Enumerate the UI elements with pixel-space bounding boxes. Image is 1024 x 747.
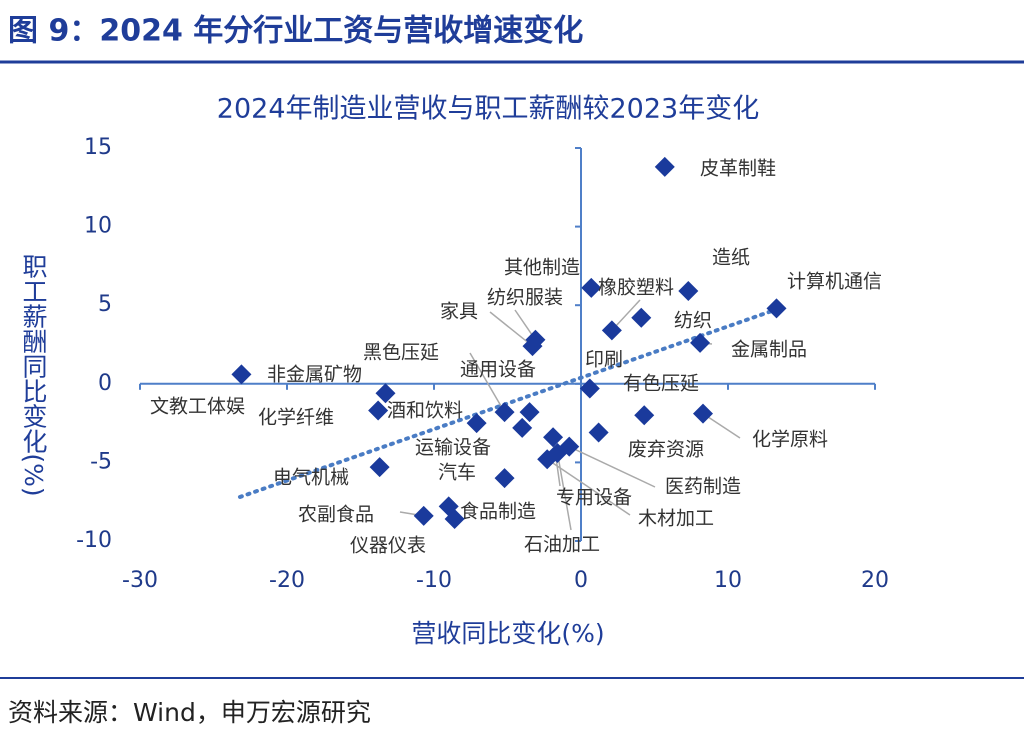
leader-line — [556, 452, 572, 531]
point-label: 汽车 — [438, 462, 476, 484]
point — [581, 277, 602, 298]
point — [375, 383, 396, 404]
point-label: 纺织 — [674, 310, 712, 332]
point-label: 印刷 — [585, 349, 623, 371]
leader-line — [489, 311, 533, 347]
point-label: 酒和饮料 — [387, 400, 463, 422]
y-tick-label: -5 — [90, 449, 112, 474]
point-label: 造纸 — [712, 247, 750, 269]
point-label: 化学纤维 — [258, 407, 334, 429]
point — [631, 307, 652, 328]
point — [766, 298, 787, 319]
leader-line — [568, 446, 656, 488]
y-axis-label: 职工薪酬同比变化(%) — [19, 253, 48, 496]
leader-line — [702, 413, 741, 439]
y-tick-label: 0 — [98, 371, 112, 396]
figure-header: 图 9：2024 年分行业工资与营收增速变化 — [8, 14, 583, 49]
y-tick-label: 15 — [84, 135, 112, 160]
point — [438, 496, 459, 517]
point-label: 其他制造 — [504, 257, 580, 279]
point-label: 木材加工 — [638, 508, 714, 530]
point — [368, 400, 389, 421]
point-label: 金属制品 — [731, 339, 807, 361]
point — [654, 156, 675, 177]
point — [634, 405, 655, 426]
point — [678, 281, 699, 302]
point — [494, 402, 515, 423]
point — [466, 413, 487, 434]
point — [413, 505, 434, 526]
point — [601, 320, 622, 341]
leader-line — [469, 352, 506, 413]
point — [369, 457, 390, 478]
point-label: 皮革制鞋 — [700, 158, 776, 180]
source-note: 资料来源：Wind，申万宏源研究 — [8, 698, 371, 727]
point-label: 废弃资源 — [628, 439, 704, 461]
point — [522, 336, 543, 357]
point-label: 电气机械 — [273, 467, 349, 489]
point-label: 通用设备 — [460, 359, 536, 381]
point-label: 石油加工 — [524, 534, 600, 556]
x-axis-label: 营收同比变化(%) — [411, 619, 604, 648]
point-label: 化学原料 — [752, 429, 828, 451]
point-label: 非金属矿物 — [267, 364, 362, 386]
point — [543, 427, 564, 448]
point-label: 纺织服装 — [487, 287, 563, 309]
y-tick-label: 10 — [84, 214, 112, 239]
x-tick-label: -10 — [416, 568, 452, 593]
chart-title: 2024年制造业营收与职工薪酬较2023年变化 — [217, 94, 759, 125]
point — [693, 403, 714, 424]
point — [588, 422, 609, 443]
point — [579, 378, 600, 399]
leader-line — [546, 458, 631, 516]
point — [231, 364, 252, 385]
point-label: 文教工体娱 — [150, 396, 245, 418]
point — [547, 442, 568, 463]
point — [512, 417, 533, 438]
x-tick-label: 0 — [574, 568, 588, 593]
point — [494, 468, 515, 489]
x-tick-label: -20 — [269, 568, 305, 593]
x-tick-label: 10 — [714, 568, 742, 593]
point-label: 黑色压延 — [363, 342, 439, 364]
point — [519, 402, 540, 423]
point-label: 运输设备 — [415, 437, 491, 459]
x-tick-label: 20 — [861, 568, 889, 593]
point-label: 医药制造 — [665, 476, 741, 498]
point-label: 农副食品 — [298, 504, 374, 526]
trend-line — [237, 307, 778, 499]
point-label: 家具 — [440, 301, 478, 323]
point-label: 计算机通信 — [787, 271, 882, 293]
point-label: 仪器仪表 — [350, 535, 426, 557]
point-label: 有色压延 — [623, 373, 699, 395]
x-tick-label: -30 — [122, 568, 158, 593]
y-tick-label: 5 — [98, 292, 112, 317]
point-label: 专用设备 — [556, 487, 632, 509]
y-tick-label: -10 — [76, 528, 112, 553]
point — [444, 508, 465, 529]
point — [690, 332, 711, 353]
point-label: 食品制造 — [460, 501, 536, 523]
point-label: 橡胶塑料 — [598, 277, 674, 299]
